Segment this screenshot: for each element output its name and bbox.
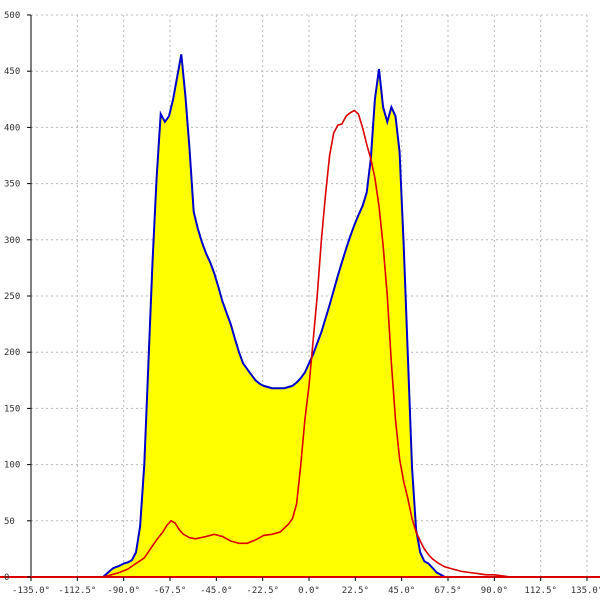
x-tick-label: 90.0°	[481, 586, 508, 596]
y-tick-label: 250	[4, 292, 20, 302]
x-tick-label: -22.5°	[246, 586, 279, 596]
y-tick-label: 350	[4, 180, 20, 190]
x-tick-label: -67.5°	[154, 586, 187, 596]
series-1-area-fill	[103, 54, 519, 578]
y-tick-label: 400	[4, 123, 20, 133]
x-tick-label: -45.0°	[200, 586, 233, 596]
y-tick-label: 0	[4, 573, 9, 583]
x-tick-label: 112.5°	[524, 586, 557, 596]
tick-labels: -135.0° -112.5° -90.0° -67.5° -45.0° -22.5° 0.…	[4, 11, 600, 596]
y-tick-label: 100	[4, 461, 20, 471]
x-tick-label: 135.0°	[571, 586, 600, 596]
y-tick-label: 500	[4, 11, 20, 21]
x-tick-label: -135.0°	[12, 586, 50, 596]
y-tick-label: 50	[4, 517, 15, 527]
x-tick-label: -90.0°	[107, 586, 140, 596]
y-tick-label: 150	[4, 404, 20, 414]
y-tick-label: 300	[4, 236, 20, 246]
x-tick-label: 45.0°	[388, 586, 415, 596]
y-tick-label: 450	[4, 67, 20, 77]
series-2-line	[31, 109, 587, 578]
x-tick-label: 67.5°	[434, 586, 461, 596]
x-tick-label: -112.5°	[58, 586, 96, 596]
x-tick-label: 0.0°	[298, 586, 320, 596]
x-tick-label: 22.5°	[342, 586, 369, 596]
y-tick-label: 200	[4, 348, 20, 358]
